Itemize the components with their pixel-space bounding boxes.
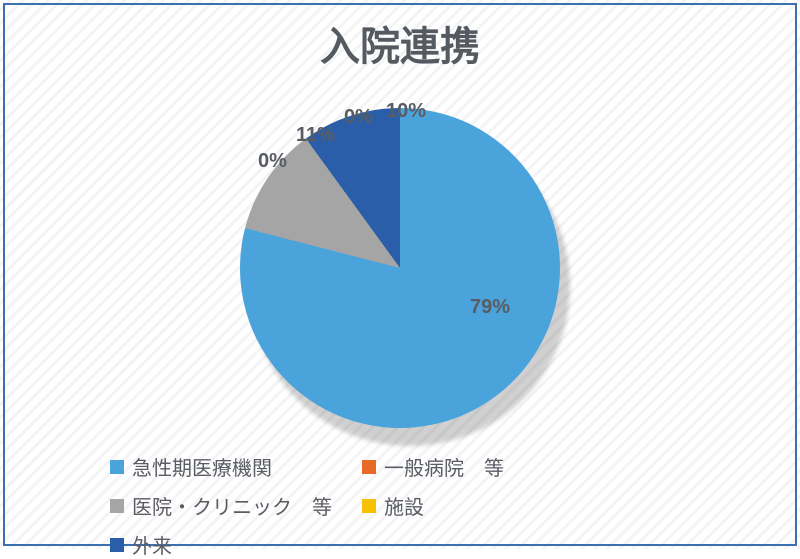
pie-chart <box>240 108 560 428</box>
slice-label: 0% <box>344 106 373 129</box>
legend-swatch <box>362 460 376 474</box>
slice-label: 79% <box>470 296 510 319</box>
legend-swatch <box>110 538 124 552</box>
legend-item: 施設 <box>362 491 584 520</box>
legend: 急性期医療機関 一般病院 等医院・クリニック 等 施設外来 <box>110 452 584 559</box>
legend-item: 一般病院 等 <box>362 452 584 481</box>
pie-body <box>240 108 560 428</box>
legend-swatch <box>362 499 376 513</box>
legend-swatch <box>110 460 124 474</box>
legend-item: 外来 <box>110 530 332 559</box>
legend-label: 外来 <box>132 530 172 559</box>
legend-label: 施設 <box>384 491 424 520</box>
chart-title: 入院連携 <box>0 14 800 72</box>
slice-label: 0% <box>258 150 287 173</box>
legend-swatch <box>110 499 124 513</box>
legend-label: 一般病院 等 <box>384 452 504 481</box>
legend-label: 医院・クリニック 等 <box>132 491 332 520</box>
legend-item: 急性期医療機関 <box>110 452 332 481</box>
slice-label: 10% <box>386 100 426 123</box>
legend-label: 急性期医療機関 <box>132 452 272 481</box>
slice-label: 11% <box>296 124 335 147</box>
legend-item: 医院・クリニック 等 <box>110 491 332 520</box>
